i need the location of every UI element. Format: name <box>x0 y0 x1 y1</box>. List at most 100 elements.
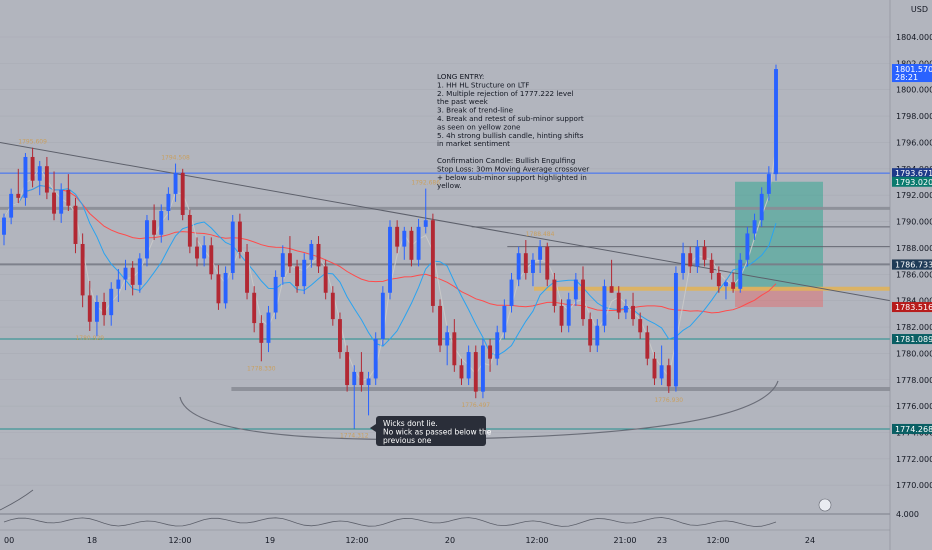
candle-body <box>609 286 614 293</box>
candle-body <box>123 267 128 280</box>
candle-body <box>352 371 357 386</box>
time-axis[interactable]: 00 18 12:00 19 12:00 20 12:00 21:00 23 12:00 24 <box>0 529 890 545</box>
candle-body <box>716 272 721 287</box>
candle-body <box>581 279 585 320</box>
trade-note-line: yellow. <box>437 181 462 190</box>
time-tick-label: 12:00 <box>345 536 368 545</box>
candle-body <box>73 205 78 244</box>
candle-body <box>316 243 321 267</box>
candle-body <box>30 156 35 181</box>
time-tick-label: 12:00 <box>525 536 548 545</box>
price-badge-label: 1781.089 <box>895 335 932 344</box>
candle-body <box>409 230 414 260</box>
candle-body <box>187 214 192 247</box>
candle-body <box>223 272 228 304</box>
price-tick-label: 1786.000 <box>896 270 932 279</box>
trade-note-line: 5. 4h strong bullish candle, hinting shi… <box>437 131 584 140</box>
price-badge-label: 1786.733 <box>895 261 932 270</box>
candle-body <box>173 172 178 194</box>
candle-body <box>531 259 535 273</box>
price-axis[interactable]: USD 1804.000 1802.000 1800.000 1798.000 1796.… <box>889 0 932 550</box>
candle-body <box>159 211 164 235</box>
candle-body <box>94 301 99 322</box>
candle-body <box>87 295 92 322</box>
tooltip-box <box>376 416 486 446</box>
candle-body <box>152 220 157 235</box>
candle-body <box>302 259 307 287</box>
high-low-label: 1795.609 <box>18 139 47 146</box>
price-tick-label: 1776.000 <box>896 402 932 411</box>
candle-body <box>16 193 21 198</box>
indicator-curve <box>0 489 34 511</box>
candle-body <box>745 233 750 260</box>
price-axis-bg <box>890 0 932 550</box>
candle-body <box>595 325 600 346</box>
trade-note-line: 2. Multiple rejection of 1777.222 level <box>437 89 574 98</box>
candle-body <box>338 319 342 353</box>
candle-body <box>209 245 214 275</box>
trade-note-line: as seen on yellow zone <box>437 122 521 131</box>
candle-body <box>388 226 392 293</box>
price-tick-label: 1782.000 <box>896 323 932 332</box>
candle-body <box>280 253 285 277</box>
high-low-label: 1788.484 <box>526 231 555 238</box>
time-tick-label: 18 <box>87 536 97 545</box>
price-tick-label: 1780.000 <box>896 349 932 358</box>
price-badge <box>892 302 932 313</box>
time-tick-label: 20 <box>445 536 455 545</box>
candle-body <box>23 156 28 198</box>
candle-body <box>216 274 221 304</box>
high-low-label: 1776.930 <box>654 397 683 404</box>
candle-body <box>616 292 621 313</box>
high-low-label: 1776.497 <box>461 402 490 409</box>
candle-body <box>709 259 714 273</box>
candle-body <box>402 230 407 247</box>
price-tick-label: 1770.000 <box>896 481 932 490</box>
trade-note-line: 1. HH HL Structure on LTF <box>437 80 529 89</box>
candle-body <box>295 266 300 287</box>
candle-body <box>323 266 328 293</box>
candle-body <box>80 243 85 296</box>
candle-body <box>109 288 114 316</box>
price-badge <box>892 176 932 187</box>
high-low-label: 1792.686 <box>411 180 440 187</box>
tooltip-line: No wick as passed below the <box>383 427 492 436</box>
currency-label: USD <box>911 5 928 14</box>
candle-body <box>702 246 707 260</box>
candle-body <box>559 305 564 326</box>
candle-body <box>516 253 521 280</box>
price-tick-label: 1788.000 <box>896 244 932 253</box>
candle-body <box>724 282 728 287</box>
candle-body <box>116 279 121 289</box>
candle-body <box>774 69 778 175</box>
candle-body <box>523 253 528 273</box>
candle-body <box>552 279 557 306</box>
high-low-label: 1780.929 <box>75 335 104 342</box>
price-badge-label: 1793.671 <box>895 169 932 178</box>
candle-body <box>495 332 500 359</box>
candle-body <box>631 305 635 320</box>
price-badge <box>892 259 932 270</box>
trade-note-line: 4. Break and retest of sub-minor support <box>437 114 584 123</box>
candle-body <box>252 292 257 324</box>
candle-body <box>438 305 442 346</box>
candle-body <box>695 246 700 267</box>
price-badge-label: 1801.570 <box>895 65 932 74</box>
price-tick-label: 1802.000 <box>896 59 932 68</box>
candle-body <box>638 319 643 333</box>
price-badge <box>892 423 932 434</box>
tooltip-pointer <box>370 424 376 432</box>
candle-body <box>759 193 764 221</box>
candle-body <box>473 352 478 392</box>
candle-body <box>273 276 278 313</box>
price-tick-label: 1772.000 <box>896 455 932 464</box>
price-tick-label: 1792.000 <box>896 191 932 200</box>
wick-tooltip: Wicks dont lie.No wick as passed below t… <box>370 416 492 446</box>
time-tick-label: 23 <box>657 536 667 545</box>
candle-body <box>180 172 185 215</box>
candle-body <box>645 332 650 359</box>
candle-body <box>673 272 678 387</box>
candle-body <box>52 192 56 214</box>
price-badge <box>892 168 932 179</box>
